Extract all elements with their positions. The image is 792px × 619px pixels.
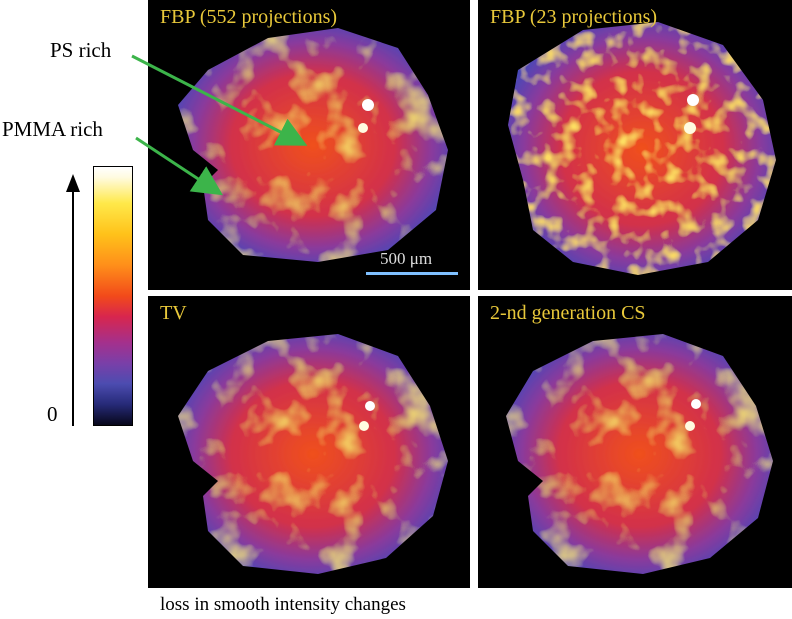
intensity-axis-line: [72, 190, 74, 426]
caption: loss in smooth intensity changes: [160, 594, 406, 615]
panel-fbp-552: FBP (552 projections) 500 μm: [148, 0, 470, 290]
scalebar-line: [366, 272, 458, 275]
pmma-rich-label: PMMA rich: [2, 117, 103, 141]
cs-image: [506, 334, 773, 574]
intensity-axis-arrow-icon: [66, 174, 80, 192]
ps-rich-label: PS rich: [50, 38, 112, 62]
fbp-23-image: [508, 22, 776, 275]
panel-title: FBP (23 projections): [490, 6, 658, 28]
panel-tv: TV: [148, 296, 470, 588]
colorbar-min-label: 0: [47, 402, 58, 426]
panel-title: 2-nd generation CS: [490, 302, 646, 324]
panel-cs-2nd-gen: 2-nd generation CS: [478, 296, 792, 588]
tv-image: [178, 334, 448, 574]
panel-title: TV: [160, 302, 187, 324]
scalebar-label: 500 μm: [380, 249, 433, 268]
fbp-552-image: [178, 28, 448, 262]
colorbar: [93, 166, 133, 426]
panel-fbp-23: FBP (23 projections): [478, 0, 792, 290]
panel-title: FBP (552 projections): [160, 6, 338, 28]
